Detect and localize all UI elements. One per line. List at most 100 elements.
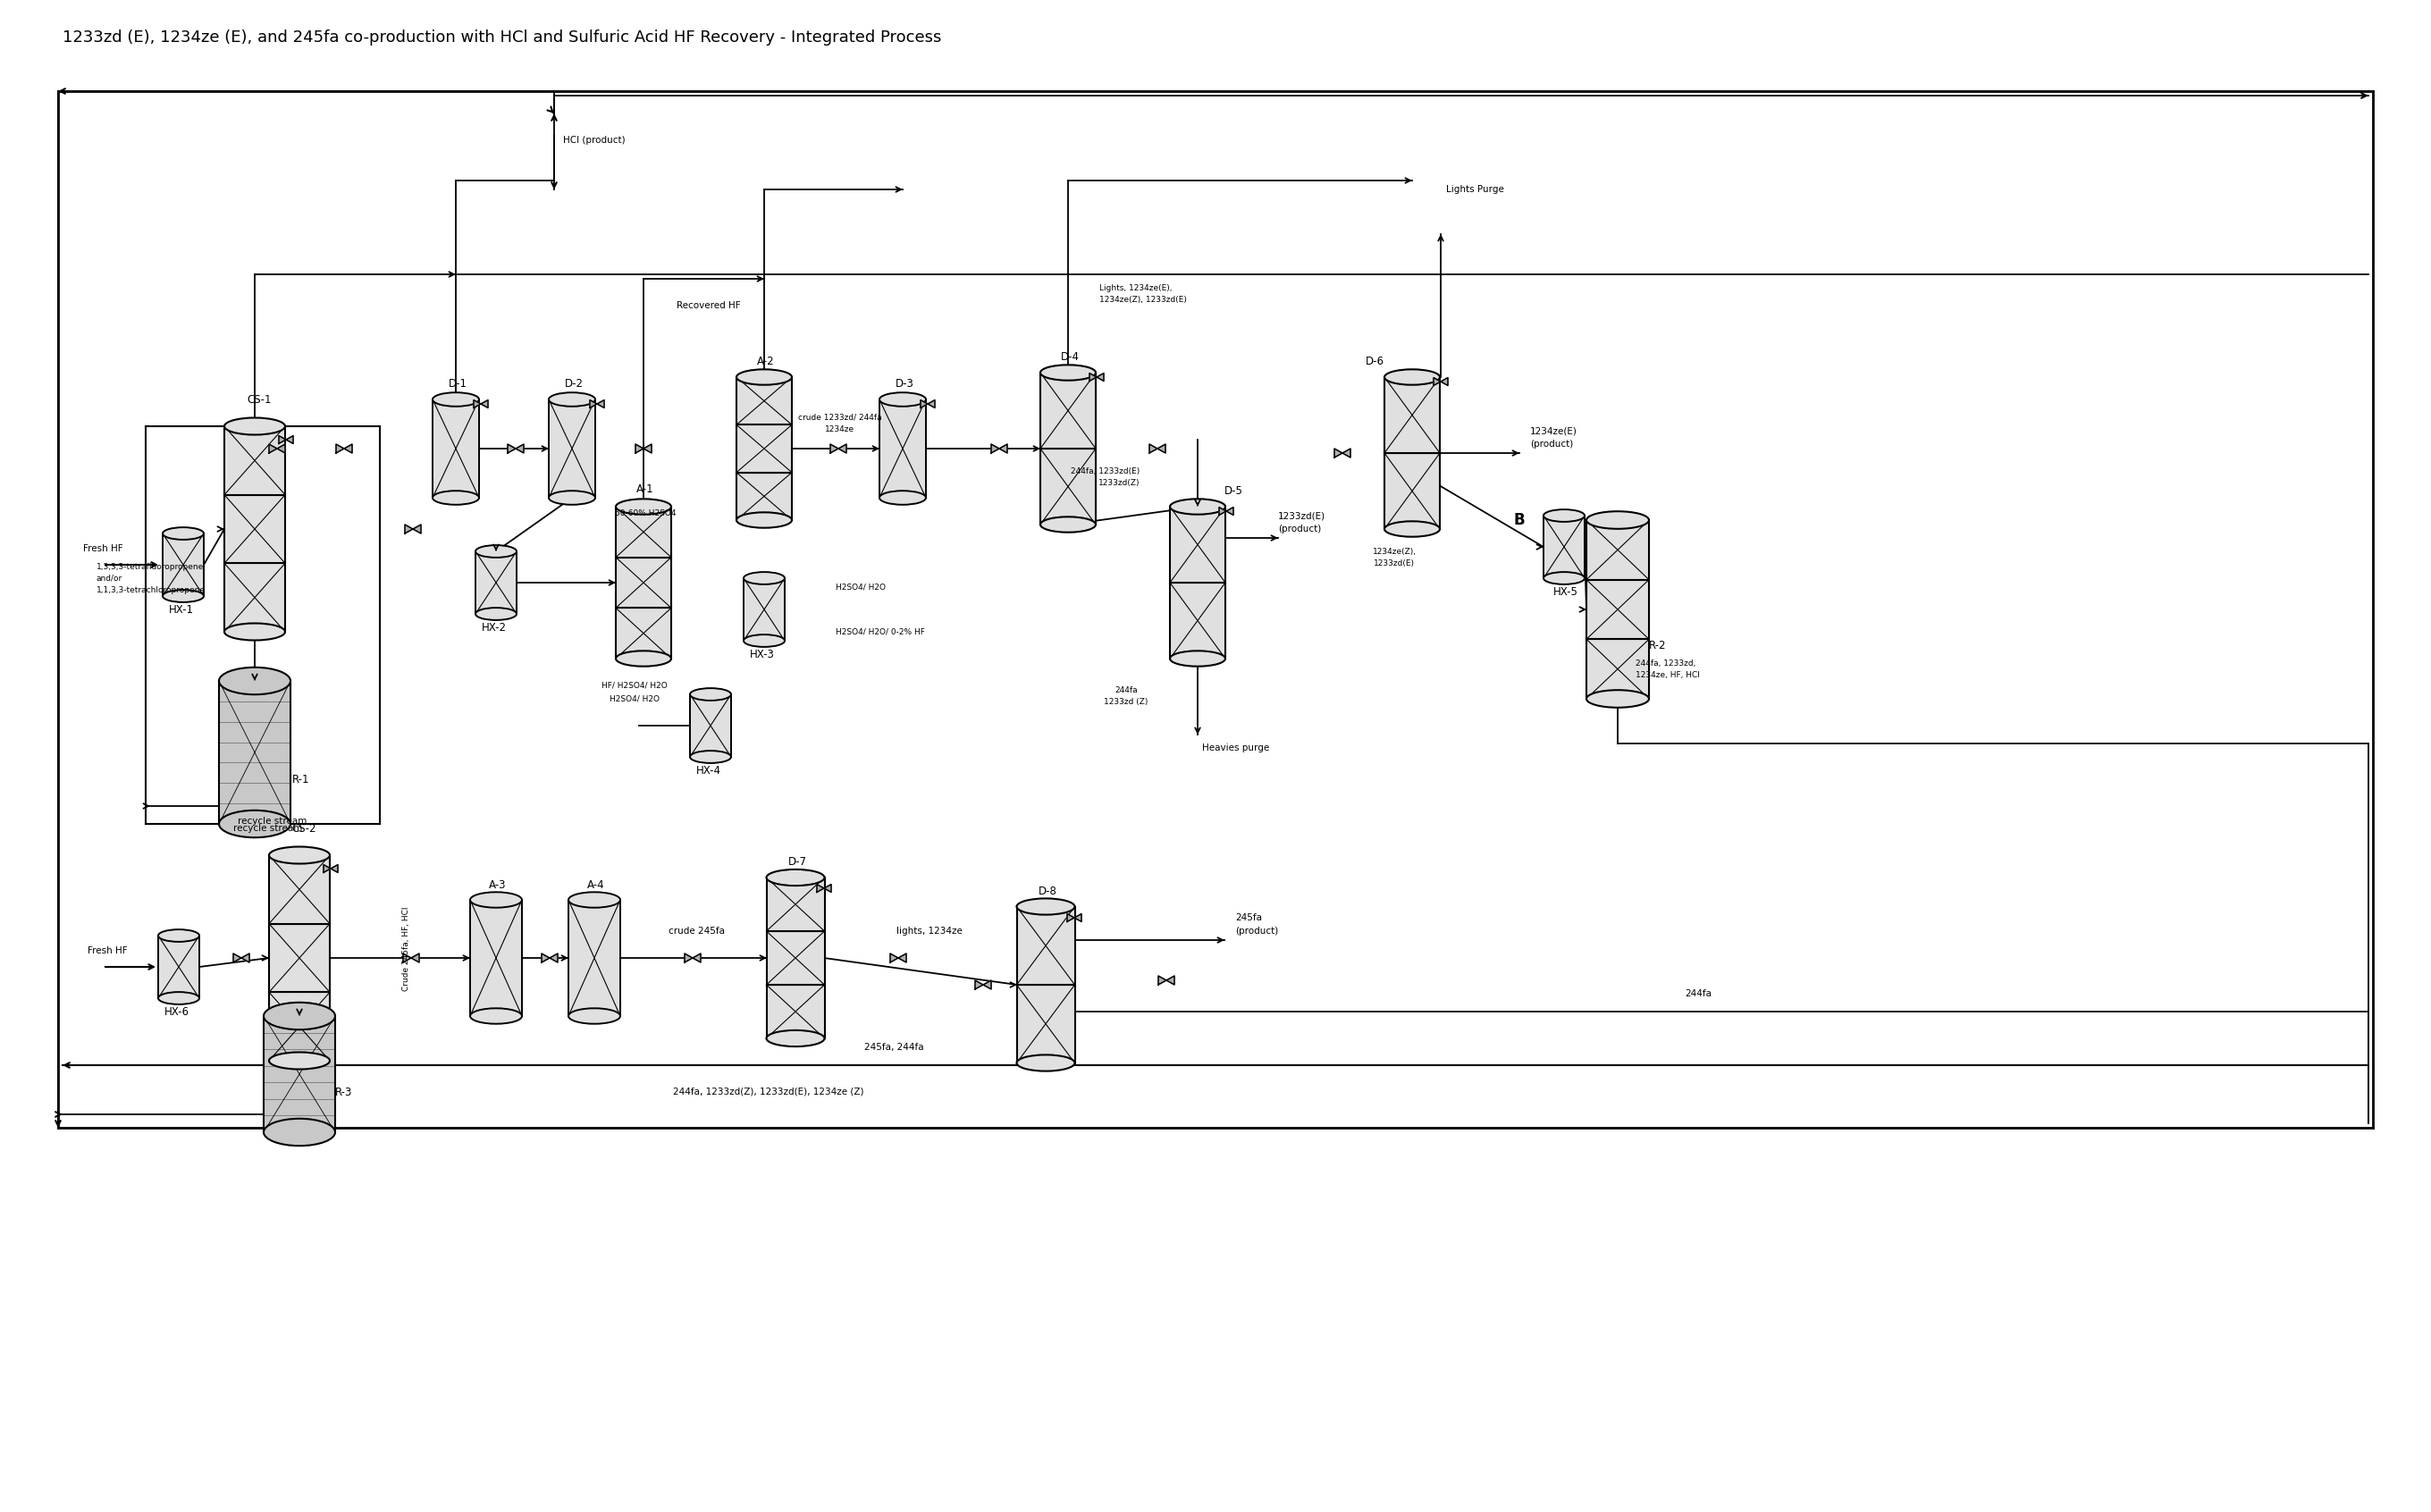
Ellipse shape — [433, 491, 479, 505]
Text: CS-2: CS-2 — [292, 823, 316, 835]
Text: A-3: A-3 — [489, 878, 506, 891]
Text: 1,3,3,3-tetrafluoropropene: 1,3,3,3-tetrafluoropropene — [97, 562, 204, 570]
Ellipse shape — [158, 930, 199, 942]
Ellipse shape — [569, 1009, 620, 1024]
Bar — [476, 552, 515, 614]
Bar — [1544, 516, 1585, 578]
Bar — [1016, 984, 1075, 1063]
Bar — [766, 877, 824, 931]
Ellipse shape — [549, 491, 596, 505]
Ellipse shape — [690, 688, 732, 700]
Text: 1,1,3,3-tetrachloropropene: 1,1,3,3-tetrachloropropene — [97, 585, 207, 594]
Text: 1233zd (Z): 1233zd (Z) — [1104, 697, 1147, 706]
Bar — [690, 694, 732, 758]
Ellipse shape — [1016, 898, 1075, 915]
Bar — [163, 534, 204, 596]
Ellipse shape — [1587, 689, 1648, 708]
Text: Crude 245fa, HF, HCl: Crude 245fa, HF, HCl — [404, 907, 411, 992]
Bar — [1587, 579, 1648, 640]
Polygon shape — [474, 401, 489, 408]
Bar — [219, 680, 289, 824]
Text: 1233zd(E): 1233zd(E) — [1279, 511, 1325, 520]
Text: HF/ H2SO4/ H2O: HF/ H2SO4/ H2O — [600, 682, 669, 689]
Bar — [433, 399, 479, 497]
Ellipse shape — [1169, 499, 1225, 514]
Bar — [158, 936, 199, 998]
Ellipse shape — [766, 1030, 824, 1046]
Bar — [1587, 640, 1648, 699]
Polygon shape — [975, 980, 992, 989]
Text: CS-1: CS-1 — [248, 393, 272, 405]
Text: A-1: A-1 — [637, 482, 654, 494]
Text: 244fa: 244fa — [1685, 989, 1711, 998]
Text: Lights, 1234ze(E),: Lights, 1234ze(E), — [1099, 284, 1172, 292]
Polygon shape — [404, 954, 418, 962]
Polygon shape — [1434, 378, 1449, 386]
Polygon shape — [1335, 449, 1352, 458]
Polygon shape — [686, 954, 700, 962]
Text: R-3: R-3 — [335, 1086, 352, 1098]
Polygon shape — [1150, 445, 1164, 454]
Ellipse shape — [880, 491, 926, 505]
Ellipse shape — [219, 810, 289, 838]
Polygon shape — [323, 865, 338, 872]
Bar — [1587, 520, 1648, 579]
Text: HX-3: HX-3 — [749, 649, 775, 659]
Text: 1234ze: 1234ze — [824, 425, 856, 432]
Polygon shape — [831, 445, 846, 454]
Ellipse shape — [690, 751, 732, 764]
Text: Lights Purge: Lights Purge — [1446, 184, 1505, 194]
Text: D-5: D-5 — [1225, 485, 1242, 496]
Polygon shape — [1157, 975, 1174, 984]
Text: H2SO4/ H2O: H2SO4/ H2O — [836, 584, 885, 591]
Ellipse shape — [549, 393, 596, 407]
Ellipse shape — [469, 1009, 523, 1024]
Ellipse shape — [615, 499, 671, 514]
Text: HX-2: HX-2 — [481, 621, 506, 634]
Ellipse shape — [1383, 522, 1439, 537]
Polygon shape — [270, 445, 284, 454]
Text: HX-1: HX-1 — [168, 603, 194, 615]
Text: 244fa, 1233zd(Z), 1233zd(E), 1234ze (Z): 244fa, 1233zd(Z), 1233zd(E), 1234ze (Z) — [673, 1087, 863, 1096]
Bar — [1040, 372, 1096, 449]
Ellipse shape — [263, 1119, 335, 1146]
Ellipse shape — [1383, 369, 1439, 386]
Polygon shape — [1067, 913, 1082, 922]
Bar — [1383, 376, 1439, 454]
Polygon shape — [406, 525, 421, 534]
Polygon shape — [542, 954, 557, 962]
Text: D-6: D-6 — [1366, 355, 1383, 367]
Text: A-2: A-2 — [756, 355, 775, 367]
Text: 50-60% H2SO4: 50-60% H2SO4 — [615, 510, 676, 517]
Ellipse shape — [476, 546, 515, 558]
Text: (product): (product) — [1279, 525, 1320, 534]
Bar — [737, 376, 793, 425]
Text: D-8: D-8 — [1038, 885, 1057, 897]
Text: B: B — [1515, 513, 1524, 528]
Polygon shape — [890, 954, 907, 962]
Text: 1233zd (E), 1234ze (E), and 245fa co-production with HCl and Sulfuric Acid HF Re: 1233zd (E), 1234ze (E), and 245fa co-pro… — [63, 30, 941, 45]
Text: 244fa: 244fa — [1116, 686, 1138, 694]
Bar — [737, 472, 793, 520]
Text: 1234ze(Z),: 1234ze(Z), — [1374, 547, 1417, 555]
Polygon shape — [921, 401, 936, 408]
Bar — [569, 900, 620, 1016]
Text: crude 245fa: crude 245fa — [669, 927, 724, 936]
Polygon shape — [233, 954, 250, 962]
Ellipse shape — [163, 528, 204, 540]
Text: 244fa, 1233zd(E): 244fa, 1233zd(E) — [1070, 467, 1140, 475]
Bar — [270, 924, 331, 992]
Ellipse shape — [569, 892, 620, 907]
Polygon shape — [992, 445, 1006, 454]
Bar — [1016, 907, 1075, 984]
Text: 1234ze(E): 1234ze(E) — [1529, 426, 1578, 435]
Polygon shape — [1218, 507, 1233, 516]
Text: R-1: R-1 — [292, 774, 309, 785]
Text: (product): (product) — [1235, 927, 1279, 936]
Text: H2SO4/ H2O: H2SO4/ H2O — [610, 696, 659, 703]
Text: 1234ze, HF, HCl: 1234ze, HF, HCl — [1636, 671, 1699, 679]
Text: Heavies purge: Heavies purge — [1201, 744, 1269, 753]
Text: Recovered HF: Recovered HF — [676, 301, 741, 310]
Text: 245fa, 244fa: 245fa, 244fa — [863, 1043, 924, 1052]
Bar — [615, 558, 671, 608]
